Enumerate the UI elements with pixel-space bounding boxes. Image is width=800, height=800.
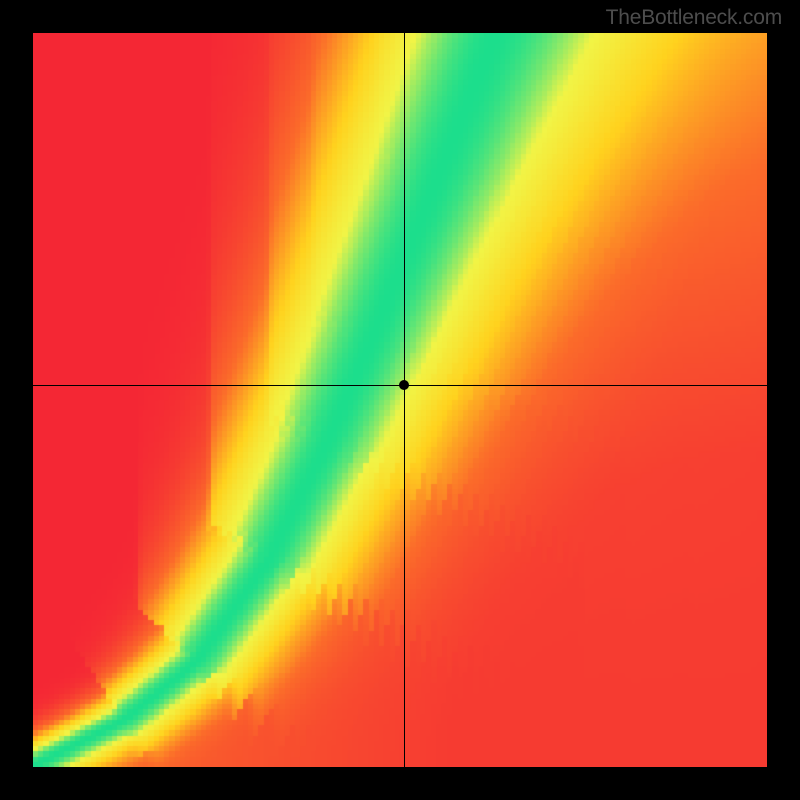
heatmap-canvas — [33, 33, 767, 767]
watermark-text: TheBottleneck.com — [606, 6, 782, 30]
crosshair-vertical — [404, 33, 405, 767]
crosshair-dot — [399, 380, 409, 390]
chart-container: TheBottleneck.com — [0, 0, 800, 800]
heatmap-plot — [33, 33, 767, 767]
